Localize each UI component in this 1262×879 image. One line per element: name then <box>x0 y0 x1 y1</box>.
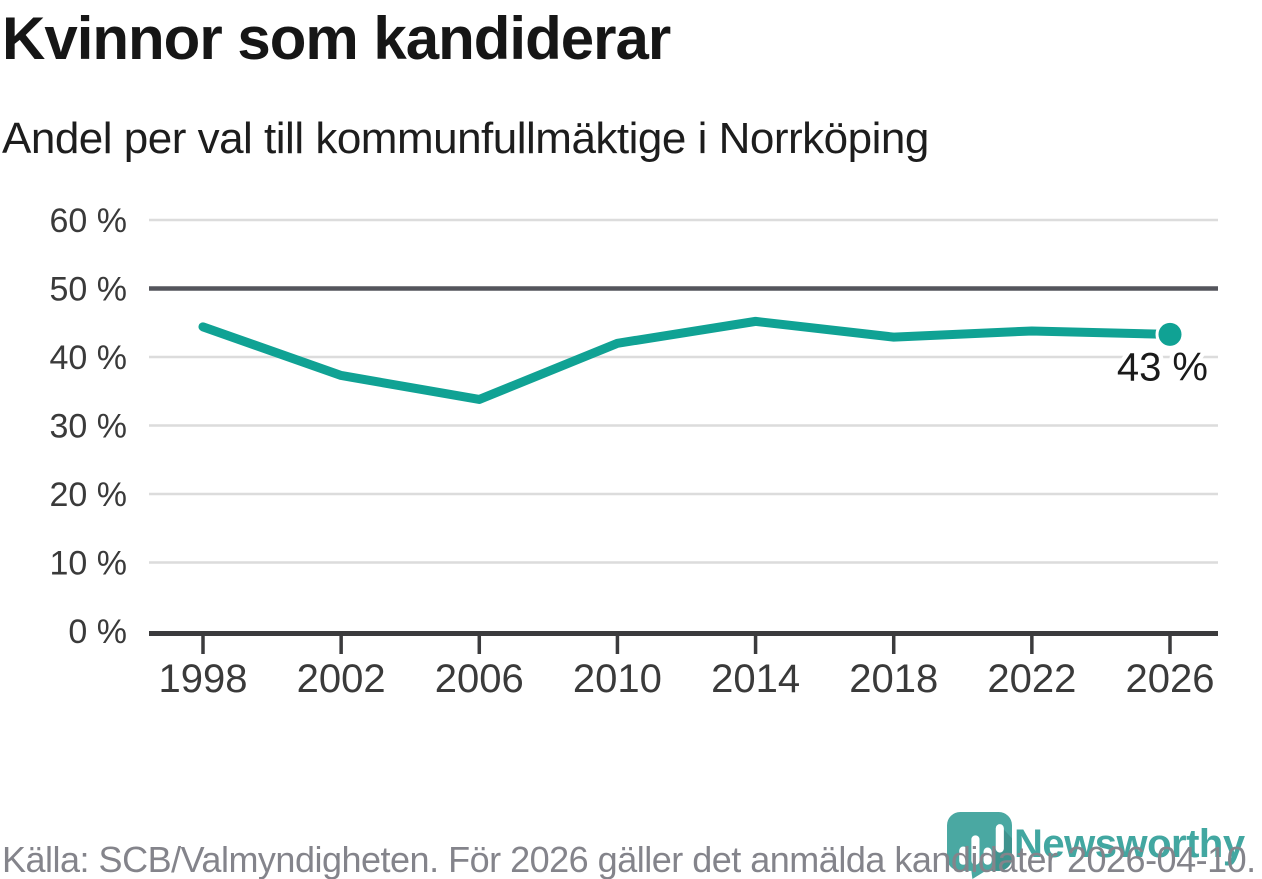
chart-title: Kvinnor som kandiderar <box>2 5 671 72</box>
y-axis-tick-label: 60 % <box>50 202 128 240</box>
x-axis-tick-label: 1998 <box>159 657 248 701</box>
x-axis-tick-label: 2022 <box>987 657 1076 701</box>
logo-bars <box>959 824 1004 865</box>
end-point-value-label: 43 % <box>1117 345 1208 389</box>
x-axis-tick-label: 2026 <box>1126 657 1215 701</box>
x-axis-tick-label: 2018 <box>849 657 938 701</box>
y-axis-tick-label: 0 % <box>68 613 127 651</box>
newsworthy-logo: Newsworthy <box>947 812 1245 879</box>
x-axis-tick-label: 2010 <box>573 657 662 701</box>
newsworthy-wordmark: Newsworthy <box>1014 822 1245 866</box>
newsworthy-chart-bubble-icon <box>947 812 1012 879</box>
end-point-marker <box>1155 319 1185 349</box>
y-axis-tick-label: 10 % <box>50 545 128 583</box>
y-axis-tick-label: 40 % <box>50 339 128 377</box>
y-axis-tick-label: 20 % <box>50 476 128 514</box>
y-axis-tick-label: 50 % <box>50 271 128 309</box>
x-axis-tick-label: 2014 <box>711 657 800 701</box>
chart-subtitle: Andel per val till kommunfullmäktige i N… <box>2 114 929 163</box>
source-attribution: Källa: SCB/Valmyndigheten. För 2026 gäll… <box>2 839 1256 879</box>
x-axis-tick-label: 2002 <box>297 657 386 701</box>
y-axis-tick-label: 30 % <box>50 408 128 446</box>
data-line <box>198 316 1175 404</box>
x-axis-tick-label: 2006 <box>435 657 524 701</box>
